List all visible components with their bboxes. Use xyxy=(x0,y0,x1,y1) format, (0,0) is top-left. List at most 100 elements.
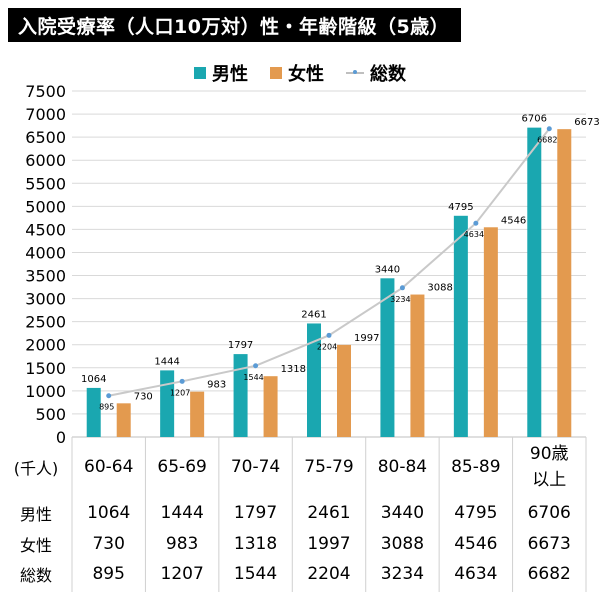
y-tick-label: 3000 xyxy=(25,290,66,309)
table-cell: 3088 xyxy=(380,534,425,554)
y-tick-label: 500 xyxy=(35,405,66,424)
x-tick-label: 60-64 xyxy=(84,457,134,477)
bar-female xyxy=(483,227,498,437)
table-cell: 4795 xyxy=(454,503,498,523)
legend-label-male: 男性 xyxy=(212,64,248,85)
table-cell: 6682 xyxy=(527,564,571,584)
x-tick-label: 75-79 xyxy=(304,457,354,477)
bar-male xyxy=(453,215,468,437)
table-cell: 6673 xyxy=(527,534,571,554)
table-cell: 2204 xyxy=(307,564,351,584)
legend: 男性 女性 総数 xyxy=(0,60,600,86)
y-tick-label: 5500 xyxy=(25,174,66,193)
x-tick-label: 80-84 xyxy=(377,457,428,477)
x-tick-label: 70-74 xyxy=(230,457,281,477)
table-row-label: 総数 xyxy=(19,566,52,585)
y-tick-label: 2000 xyxy=(25,336,66,355)
x-tick-label: 65-69 xyxy=(157,457,207,477)
data-label-total: 6682 xyxy=(537,136,557,145)
legend-label-female: 女性 xyxy=(288,64,324,85)
y-tick-label: 4000 xyxy=(25,243,66,262)
table-cell: 730 xyxy=(92,534,125,554)
table-cell: 3234 xyxy=(380,564,425,584)
y-tick-label: 1000 xyxy=(25,382,66,401)
bar-female xyxy=(263,376,278,437)
data-label-female: 1318 xyxy=(281,364,306,375)
bar-female xyxy=(116,403,131,437)
bar-male xyxy=(86,387,101,437)
bar-female xyxy=(190,391,205,437)
total-marker xyxy=(326,332,332,338)
table-cell: 4546 xyxy=(454,534,498,554)
bar-female xyxy=(557,129,572,437)
data-label-total: 3234 xyxy=(390,295,410,304)
table-cell: 4634 xyxy=(454,564,498,584)
table-cell: 1544 xyxy=(233,564,278,584)
table-cell: 1444 xyxy=(160,503,204,523)
bar-male xyxy=(527,127,542,437)
table-row-label: 男性 xyxy=(19,505,52,524)
data-label-female: 4546 xyxy=(501,215,526,226)
data-label-male: 4795 xyxy=(448,202,473,213)
y-tick-label: 2500 xyxy=(25,313,66,332)
x-tick-label: 90歳 以上 xyxy=(529,444,569,490)
total-marker xyxy=(546,126,552,132)
total-marker xyxy=(473,220,479,226)
table-cell: 6706 xyxy=(527,503,571,523)
data-label-male: 1444 xyxy=(154,356,179,367)
table-header-row: (千人) 60-64 65-69 70-74 75-79 80-84 85-89 90歳 以上 xyxy=(0,437,600,497)
data-label-female: 1997 xyxy=(354,333,379,344)
y-tick-label: 1500 xyxy=(25,359,66,378)
legend-swatch-male xyxy=(194,67,206,79)
bar-male xyxy=(380,278,395,437)
table-cell: 1318 xyxy=(233,534,278,554)
table-row: 男性 1064 1444 1797 2461 3440 4795 6706 xyxy=(0,497,600,529)
y-tick-label: 7500 xyxy=(25,82,66,101)
table-cell: 1207 xyxy=(160,564,204,584)
table-cell: 2461 xyxy=(307,503,351,523)
legend-swatch-female xyxy=(270,67,282,79)
table-cell: 1997 xyxy=(307,534,351,554)
table-cell: 1064 xyxy=(87,503,131,523)
legend-item-female: 女性 xyxy=(270,60,324,86)
data-label-total: 895 xyxy=(99,403,114,412)
data-label-female: 983 xyxy=(207,380,226,391)
total-marker xyxy=(106,393,112,399)
chart-title: 入院受療率（人口10万対）性・年齢階級（5歳） xyxy=(8,8,462,42)
data-label-male: 6706 xyxy=(522,114,547,125)
total-marker xyxy=(179,378,185,384)
chart-title-text: 入院受療率（人口10万対）性・年齢階級（5歳） xyxy=(18,15,450,38)
y-tick-label: 5000 xyxy=(25,197,66,216)
legend-item-total: 総数 xyxy=(346,60,406,86)
data-label-female: 730 xyxy=(134,391,153,402)
data-label-male: 2461 xyxy=(301,309,326,320)
bar-female xyxy=(410,294,425,437)
y-tick-label: 0 xyxy=(56,428,66,447)
y-tick-label: 6500 xyxy=(25,128,66,147)
total-marker xyxy=(399,285,405,291)
y-tick-label: 4500 xyxy=(25,220,66,239)
legend-label-total: 総数 xyxy=(370,64,406,85)
x-tick-label: 85-89 xyxy=(451,457,501,477)
bar-male xyxy=(233,354,248,437)
table-cell: 1797 xyxy=(233,503,278,523)
data-label-female: 6673 xyxy=(574,117,599,128)
y-tick-label: 7000 xyxy=(25,105,66,124)
bar-female xyxy=(337,344,351,437)
table-cell: 895 xyxy=(92,564,125,584)
table-cell: 3440 xyxy=(380,503,425,523)
y-tick-label: 6000 xyxy=(25,151,66,170)
table-row: 総数 895 1207 1544 2204 3234 4634 6682 xyxy=(0,559,600,589)
total-marker xyxy=(253,363,259,369)
data-label-total: 2204 xyxy=(317,342,337,351)
data-label-male: 1064 xyxy=(81,374,106,385)
legend-item-male: 男性 xyxy=(194,60,248,86)
data-label-total: 1544 xyxy=(243,373,263,382)
bar-male xyxy=(160,370,175,437)
data-label-male: 1797 xyxy=(228,340,253,351)
unit-label: (千人) xyxy=(13,459,59,478)
table-cell: 983 xyxy=(165,534,199,554)
legend-swatch-total xyxy=(346,70,364,74)
data-label-total: 4634 xyxy=(464,230,484,239)
